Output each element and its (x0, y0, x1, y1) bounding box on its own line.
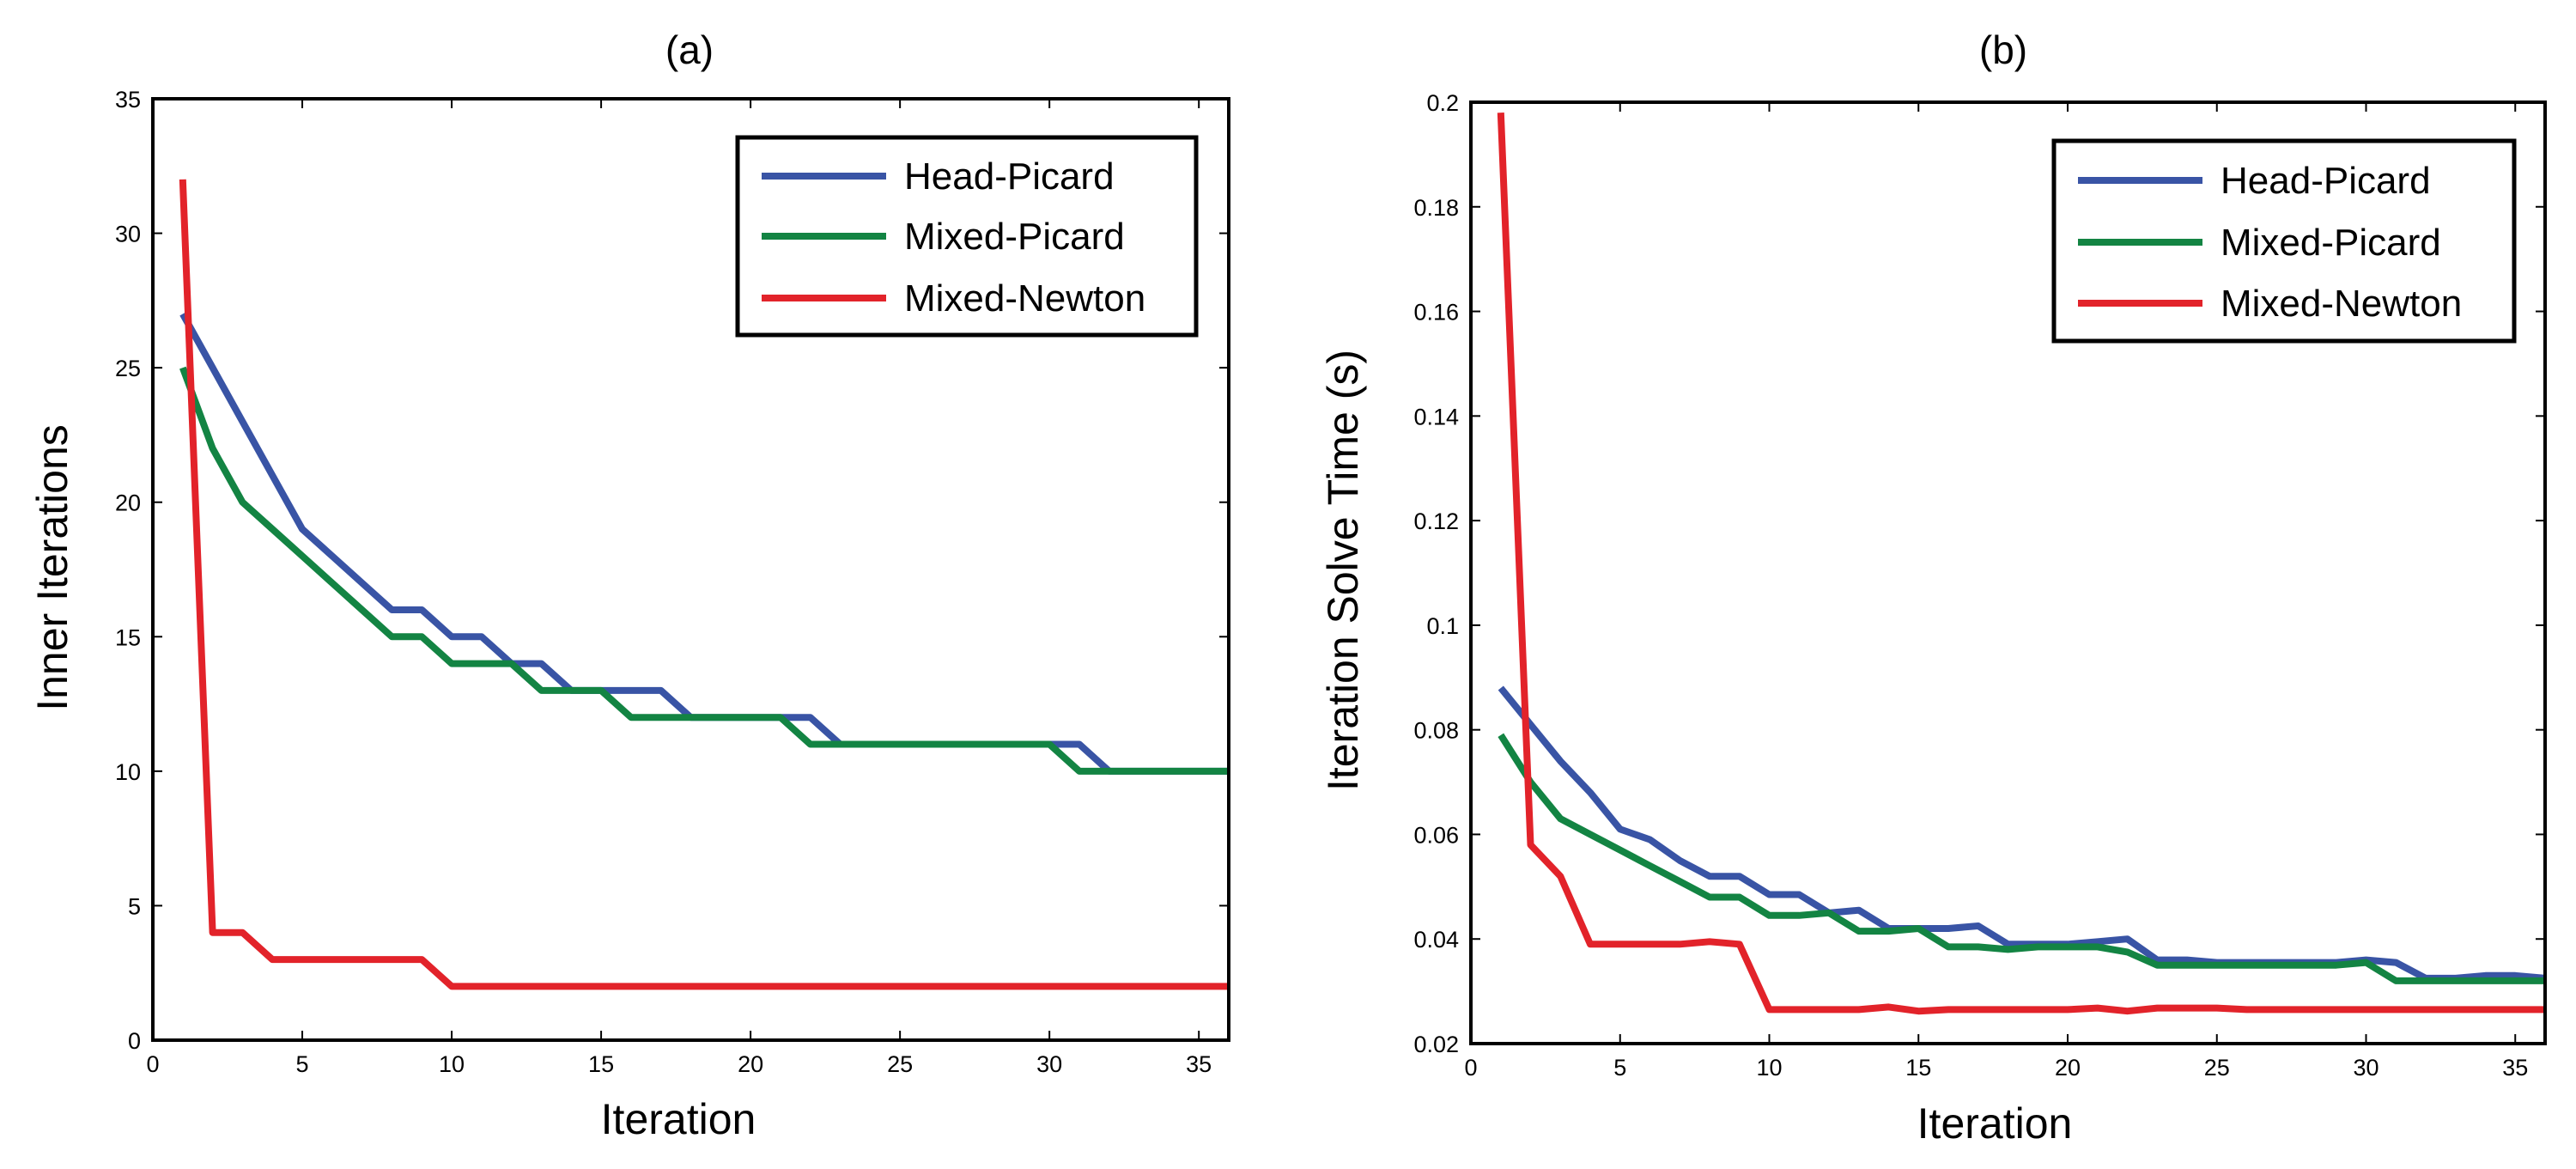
legend-label-mixed-newton: Mixed-Newton (904, 277, 1145, 320)
y-tick-label: 0.2 (1426, 90, 1459, 116)
chart-panel-a: (a) Inner Iterations Iteration 0 5 10 15 20 2… (28, 27, 1230, 1143)
axis-ticks: 0 5 10 15 20 25 30 35 0.02 0.04 0.06 0.08 0.1 0.12 0.1… (1413, 90, 2545, 1081)
x-tick-label: 10 (439, 1051, 465, 1077)
x-tick-label: 5 (1613, 1055, 1626, 1081)
x-tick-label: 35 (2502, 1055, 2528, 1081)
series-line-mixed-newton (179, 179, 1229, 990)
y-tick-label: 0.16 (1413, 300, 1459, 326)
chart-title: (b) (1979, 27, 2027, 72)
y-tick-label: 0.1 (1426, 613, 1459, 639)
y-tick-label: 25 (115, 356, 141, 381)
x-tick-label: 15 (1905, 1055, 1931, 1081)
y-tick-label: 0.12 (1413, 508, 1459, 534)
chart-panel-b: (b) Iteration Solve Time (s) Iteration 0… (1319, 27, 2547, 1148)
x-tick-label: 5 (296, 1051, 309, 1077)
x-axis-label: Iteration (1917, 1099, 2073, 1148)
y-tick-label: 0 (128, 1028, 141, 1054)
y-axis-label: Iteration Solve Time (s) (1319, 350, 1367, 791)
y-tick-label: 0.18 (1413, 195, 1459, 221)
series-lines (1497, 113, 2546, 1015)
series-line-head-picard (179, 312, 1229, 775)
x-tick-label: 10 (1756, 1055, 1782, 1081)
legend-label-mixed-picard: Mixed-Picard (2221, 222, 2441, 264)
series-lines (179, 179, 1229, 990)
legend-box (2051, 138, 2517, 344)
legend: Head-Picard Mixed-Picard Mixed-Newton (2051, 138, 2517, 344)
x-tick-label: 25 (2204, 1055, 2230, 1081)
y-tick-label: 0.08 (1413, 718, 1459, 744)
chart-title: (a) (665, 27, 714, 72)
y-tick-label: 10 (115, 759, 141, 785)
legend: Head-Picard Mixed-Picard Mixed-Newton (735, 135, 1199, 338)
x-tick-label: 30 (1036, 1051, 1062, 1077)
series-line-mixed-picard (1498, 733, 2545, 984)
y-tick-label: 35 (115, 87, 141, 113)
legend-label-head-picard: Head-Picard (904, 155, 1115, 198)
legend-label-head-picard: Head-Picard (2221, 160, 2431, 202)
x-tick-label: 0 (1464, 1055, 1477, 1081)
x-axis-label: Iteration (601, 1095, 756, 1143)
x-tick-label: 15 (588, 1051, 614, 1077)
plot-frame (151, 97, 1230, 1042)
y-tick-label: 0.02 (1413, 1032, 1459, 1057)
y-tick-label: 20 (115, 490, 141, 516)
plot-frame (1469, 100, 2547, 1045)
x-tick-label: 0 (146, 1051, 159, 1077)
x-tick-label: 35 (1186, 1051, 1212, 1077)
y-tick-label: 15 (115, 624, 141, 650)
series-line-mixed-picard (179, 366, 1229, 775)
legend-label-mixed-picard: Mixed-Picard (904, 216, 1125, 258)
x-tick-label: 20 (738, 1051, 763, 1077)
x-tick-label: 20 (2055, 1055, 2081, 1081)
legend-label-mixed-newton: Mixed-Newton (2221, 283, 2462, 325)
series-line-head-picard (1498, 685, 2546, 982)
series-line-mixed-newton (1497, 113, 2545, 1015)
x-tick-label: 25 (887, 1051, 913, 1077)
y-tick-label: 30 (115, 222, 141, 247)
x-tick-label: 30 (2353, 1055, 2379, 1081)
y-tick-label: 0.06 (1413, 822, 1459, 848)
y-tick-label: 0.04 (1413, 927, 1459, 953)
y-tick-label: 0.14 (1413, 404, 1459, 429)
y-axis-label: Inner Iterations (28, 424, 76, 711)
y-tick-label: 5 (128, 893, 141, 919)
